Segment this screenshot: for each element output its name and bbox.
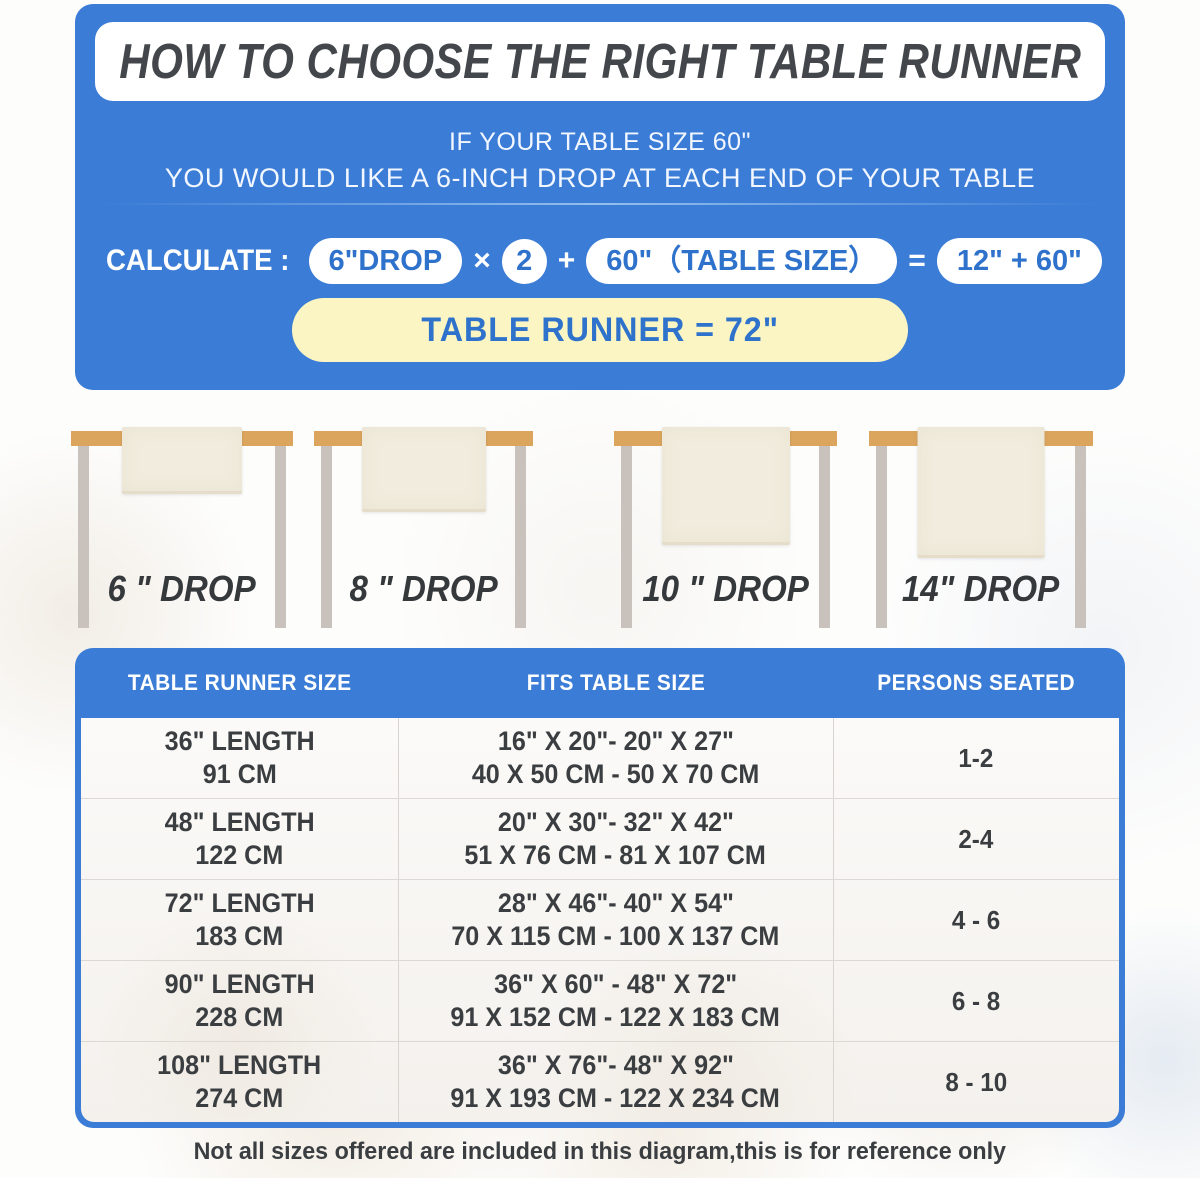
sum-pill: 12" + 60" xyxy=(936,238,1102,284)
drop-label: 8 " DROP xyxy=(349,568,498,609)
top-panel: HOW TO CHOOSE THE RIGHT TABLE RUNNER IF … xyxy=(75,4,1125,390)
persons-cell: 2-4 xyxy=(958,823,994,854)
table-row: 72" LENGTH 183 CM 28" X 46"- 40" X 54" 7… xyxy=(81,879,1119,960)
column-header-runner-size: TABLE RUNNER SIZE xyxy=(127,670,352,695)
drop-value-pill: 6"DROP xyxy=(308,238,463,284)
table-figure-8-drop: 8 " DROP xyxy=(314,390,533,648)
table-row: 36" LENGTH 91 CM 16" X 20"- 20" X 27" 40… xyxy=(81,718,1119,798)
size-chart-panel: TABLE RUNNER SIZE FITS TABLE SIZE PERSON… xyxy=(75,648,1125,1128)
title-box: HOW TO CHOOSE THE RIGHT TABLE RUNNER xyxy=(95,22,1105,101)
calculation-row: CALCULATE : 6"DROP × 2 + 60"（TABLE SIZE）… xyxy=(75,237,1125,285)
table-runner xyxy=(917,427,1045,558)
table-leg xyxy=(1075,446,1086,628)
table-figure-14-drop: 14" DROP xyxy=(869,390,1093,648)
drop-label: 14" DROP xyxy=(902,568,1060,609)
equals-sign: = xyxy=(908,244,926,277)
fits-size-cell: 28" X 46"- 40" X 54" 70 X 115 CM - 100 X… xyxy=(397,880,834,960)
table-figure-6-drop: 6 " DROP xyxy=(71,390,293,648)
divider-line xyxy=(100,203,1100,205)
subtitle-line-2: YOU WOULD LIKE A 6-INCH DROP AT EACH END… xyxy=(164,163,1036,193)
table-figure-10-drop: 10 " DROP xyxy=(614,390,837,648)
runner-size-cell: 36" LENGTH 91 CM xyxy=(164,726,315,789)
table-runner xyxy=(361,427,486,512)
subtitle-line-1: IF YOUR TABLE SIZE 60" xyxy=(449,128,751,156)
page-title: HOW TO CHOOSE THE RIGHT TABLE RUNNER xyxy=(118,34,1082,89)
table-leg xyxy=(321,446,332,628)
persons-cell: 8 - 10 xyxy=(945,1066,1008,1097)
table-runner xyxy=(122,427,242,494)
drop-label: 6 " DROP xyxy=(107,568,257,609)
chart-header-row: TABLE RUNNER SIZE FITS TABLE SIZE PERSON… xyxy=(81,648,1119,718)
fits-size-cell: 36" X 60" - 48" X 72" 91 X 152 CM - 122 … xyxy=(397,961,834,1041)
runner-size-cell: 108" LENGTH 274 CM xyxy=(157,1050,322,1113)
result-pill: TABLE RUNNER = 72" xyxy=(292,298,908,362)
table-leg xyxy=(819,446,830,628)
column-header-persons: PERSONS SEATED xyxy=(877,670,1076,695)
table-row: 108" LENGTH 274 CM 36" X 76"- 48" X 92" … xyxy=(81,1041,1119,1122)
multiply-sign: × xyxy=(473,244,491,277)
calculate-label: CALCULATE : xyxy=(106,244,290,277)
table-leg xyxy=(621,446,632,628)
footer-note: Not all sizes offered are included in th… xyxy=(193,1138,1007,1165)
drop-label: 10 " DROP xyxy=(642,568,809,609)
table-runner xyxy=(661,427,790,545)
fits-size-cell: 36" X 76"- 48" X 92" 91 X 193 CM - 122 X… xyxy=(397,1042,834,1122)
fits-size-cell: 16" X 20"- 20" X 27" 40 X 50 CM - 50 X 7… xyxy=(397,718,834,798)
persons-cell: 1-2 xyxy=(958,742,994,773)
persons-cell: 4 - 6 xyxy=(952,904,1001,935)
table-leg xyxy=(275,446,286,628)
table-size-pill: 60"（TABLE SIZE） xyxy=(586,238,898,284)
column-header-fits-size: FITS TABLE SIZE xyxy=(526,670,705,695)
table-leg xyxy=(78,446,89,628)
chart-body: 36" LENGTH 91 CM 16" X 20"- 20" X 27" 40… xyxy=(81,718,1119,1122)
fits-size-cell: 20" X 30"- 32" X 42" 51 X 76 CM - 81 X 1… xyxy=(397,799,834,879)
runner-size-cell: 48" LENGTH 122 CM xyxy=(164,807,315,870)
table-row: 48" LENGTH 122 CM 20" X 30"- 32" X 42" 5… xyxy=(81,798,1119,879)
runner-size-cell: 90" LENGTH 228 CM xyxy=(164,969,315,1032)
table-leg xyxy=(876,446,887,628)
drop-illustrations: 6 " DROP 8 " DROP 10 " DROP 14" DROP xyxy=(0,390,1200,648)
plus-sign: + xyxy=(557,244,576,277)
runner-size-cell: 72" LENGTH 183 CM xyxy=(164,888,315,951)
table-row: 90" LENGTH 228 CM 36" X 60" - 48" X 72" … xyxy=(81,960,1119,1041)
persons-cell: 6 - 8 xyxy=(952,985,1001,1016)
runner-result-text: TABLE RUNNER = 72" xyxy=(421,310,779,349)
table-leg xyxy=(515,446,526,628)
factor-circle: 2 xyxy=(501,238,547,284)
